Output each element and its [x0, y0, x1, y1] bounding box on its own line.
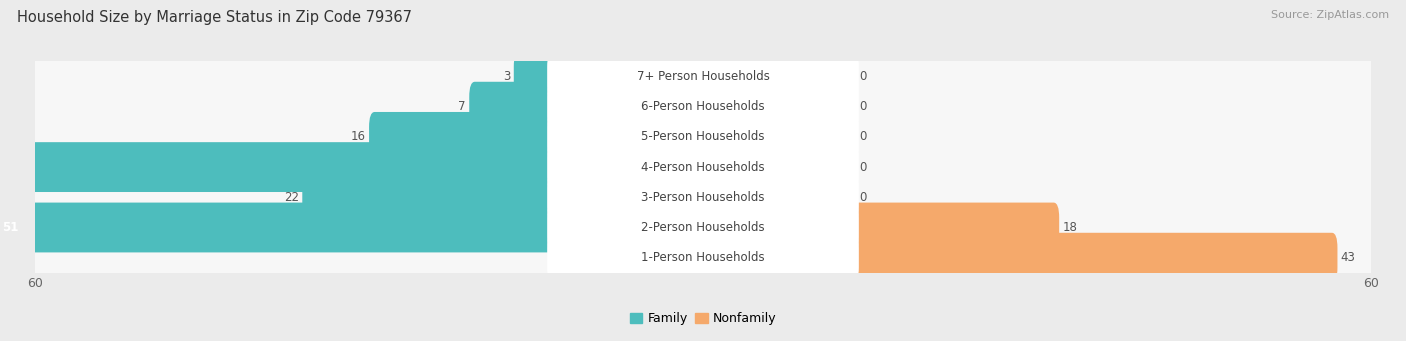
Text: 5-Person Households: 5-Person Households [641, 130, 765, 143]
FancyBboxPatch shape [470, 82, 558, 132]
Text: 4-Person Households: 4-Person Households [641, 161, 765, 174]
Text: 0: 0 [859, 70, 866, 83]
FancyBboxPatch shape [30, 38, 1376, 115]
Text: 2-Person Households: 2-Person Households [641, 221, 765, 234]
FancyBboxPatch shape [30, 69, 1376, 145]
FancyBboxPatch shape [848, 203, 1059, 252]
Text: Household Size by Marriage Status in Zip Code 79367: Household Size by Marriage Status in Zip… [17, 10, 412, 25]
FancyBboxPatch shape [30, 69, 1376, 144]
FancyBboxPatch shape [30, 99, 1376, 175]
Text: 7+ Person Households: 7+ Person Households [637, 70, 769, 83]
Text: 18: 18 [1063, 221, 1077, 234]
FancyBboxPatch shape [30, 130, 1376, 205]
Text: 43: 43 [1341, 251, 1355, 264]
Text: 16: 16 [350, 130, 366, 143]
Text: 22: 22 [284, 191, 299, 204]
Text: 0: 0 [859, 191, 866, 204]
FancyBboxPatch shape [547, 82, 859, 132]
FancyBboxPatch shape [30, 189, 1376, 266]
Text: 7: 7 [458, 100, 465, 113]
FancyBboxPatch shape [30, 220, 1376, 296]
FancyBboxPatch shape [848, 233, 1337, 283]
Legend: Family, Nonfamily: Family, Nonfamily [624, 307, 782, 330]
Text: 0: 0 [859, 130, 866, 143]
Text: 6-Person Households: 6-Person Households [641, 100, 765, 113]
Text: 1-Person Households: 1-Person Households [641, 251, 765, 264]
FancyBboxPatch shape [30, 160, 1376, 235]
Text: 3-Person Households: 3-Person Households [641, 191, 765, 204]
FancyBboxPatch shape [368, 112, 558, 162]
Text: Source: ZipAtlas.com: Source: ZipAtlas.com [1271, 10, 1389, 20]
FancyBboxPatch shape [30, 159, 1376, 236]
FancyBboxPatch shape [513, 51, 558, 101]
FancyBboxPatch shape [547, 142, 859, 192]
FancyBboxPatch shape [30, 220, 1376, 295]
Text: 0: 0 [859, 161, 866, 174]
FancyBboxPatch shape [0, 142, 558, 192]
FancyBboxPatch shape [547, 233, 859, 283]
FancyBboxPatch shape [30, 129, 1376, 205]
FancyBboxPatch shape [547, 172, 859, 222]
Text: 0: 0 [859, 100, 866, 113]
Text: 3: 3 [503, 70, 510, 83]
Text: 51: 51 [1, 221, 18, 234]
FancyBboxPatch shape [547, 112, 859, 162]
FancyBboxPatch shape [30, 39, 1376, 114]
FancyBboxPatch shape [30, 190, 1376, 265]
FancyBboxPatch shape [547, 51, 859, 101]
FancyBboxPatch shape [302, 172, 558, 222]
FancyBboxPatch shape [30, 99, 1376, 175]
FancyBboxPatch shape [0, 203, 558, 252]
FancyBboxPatch shape [547, 203, 859, 252]
